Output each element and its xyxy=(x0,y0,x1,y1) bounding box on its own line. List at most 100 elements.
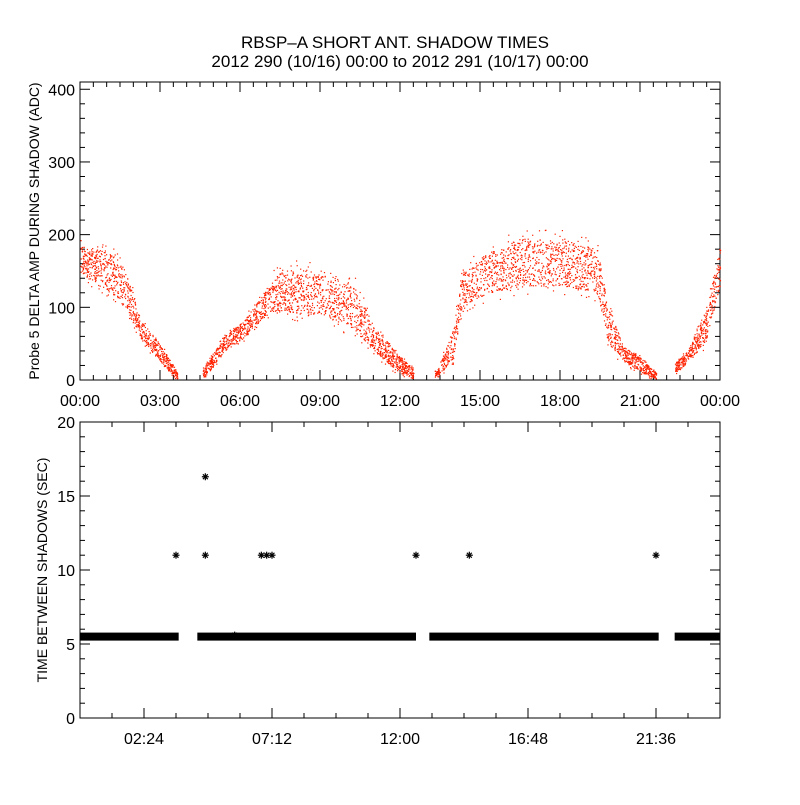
data-point xyxy=(141,328,143,331)
data-point xyxy=(209,362,211,365)
data-point xyxy=(582,273,584,276)
data-point xyxy=(265,311,267,313)
data-point xyxy=(129,287,131,289)
data-point xyxy=(472,296,475,298)
data-point xyxy=(387,342,389,344)
data-point xyxy=(334,316,336,318)
data-point xyxy=(496,273,498,276)
data-point xyxy=(233,331,235,333)
data-point xyxy=(134,313,136,315)
data-point xyxy=(568,249,570,251)
data-point xyxy=(286,309,288,311)
data-point xyxy=(335,276,337,278)
data-point xyxy=(597,250,599,252)
data-point xyxy=(276,289,279,291)
data-point xyxy=(511,267,513,269)
data-point xyxy=(601,277,603,279)
data-point xyxy=(128,303,130,306)
data-point xyxy=(542,267,544,269)
data-point xyxy=(457,320,459,322)
data-point xyxy=(451,337,453,339)
data-point xyxy=(246,330,248,332)
data-point xyxy=(443,355,445,357)
data-point xyxy=(251,321,253,323)
data-point xyxy=(412,374,414,376)
data-point xyxy=(683,355,685,357)
data-point xyxy=(447,345,449,347)
data-point xyxy=(552,280,554,282)
data-point xyxy=(148,338,150,340)
data-point xyxy=(329,285,331,287)
data-point xyxy=(565,274,567,276)
data-point xyxy=(412,368,414,370)
data-point xyxy=(90,272,92,274)
x-tick-label: 00:00 xyxy=(60,393,100,410)
data-point xyxy=(476,280,478,282)
data-point xyxy=(595,276,597,278)
data-point xyxy=(507,264,509,266)
data-point xyxy=(709,325,711,327)
data-point xyxy=(228,345,230,347)
data-point xyxy=(262,299,264,301)
data-point xyxy=(108,281,110,283)
data-point xyxy=(594,271,596,273)
data-point xyxy=(394,352,396,354)
data-point xyxy=(629,357,631,359)
data-point xyxy=(133,320,135,322)
data-point xyxy=(635,353,637,355)
data-point xyxy=(286,307,288,309)
data-point xyxy=(204,367,206,369)
data-point xyxy=(263,304,265,306)
data-point xyxy=(585,284,587,286)
data-point xyxy=(712,283,714,285)
data-point xyxy=(491,281,494,283)
data-point xyxy=(145,342,147,344)
data-point xyxy=(562,258,564,260)
data-point xyxy=(110,256,112,258)
data-point xyxy=(475,293,477,296)
data-point xyxy=(300,309,302,312)
data-point xyxy=(601,293,603,295)
x-tick-label: 16:48 xyxy=(508,731,548,748)
data-point xyxy=(438,372,440,374)
outlier-point xyxy=(268,551,276,559)
data-point xyxy=(256,326,258,329)
data-point xyxy=(634,362,636,364)
data-point xyxy=(386,351,388,353)
data-point xyxy=(573,266,575,268)
data-point xyxy=(113,248,115,250)
data-point xyxy=(477,264,479,266)
data-point xyxy=(540,244,542,246)
data-point xyxy=(644,372,646,374)
data-point xyxy=(148,344,150,346)
data-point xyxy=(130,309,132,311)
data-point xyxy=(363,307,365,309)
data-point xyxy=(507,282,509,284)
data-point xyxy=(716,286,718,288)
data-point xyxy=(487,275,489,278)
data-point xyxy=(268,298,270,301)
data-point xyxy=(569,283,572,285)
data-point xyxy=(599,301,601,303)
data-point xyxy=(521,249,523,251)
data-point xyxy=(488,291,490,293)
data-point xyxy=(257,302,259,304)
data-point xyxy=(706,323,708,325)
data-point xyxy=(318,302,320,304)
data-point xyxy=(243,337,245,339)
data-point xyxy=(692,356,694,358)
data-point xyxy=(694,347,696,349)
data-point xyxy=(123,289,125,291)
data-point xyxy=(473,291,475,293)
data-point xyxy=(616,329,618,331)
data-point xyxy=(112,271,114,273)
data-point xyxy=(552,284,554,286)
data-point xyxy=(326,303,329,305)
data-point xyxy=(519,270,521,272)
data-point xyxy=(299,279,301,281)
data-point xyxy=(272,302,274,304)
data-point xyxy=(279,310,281,312)
data-point xyxy=(312,278,315,280)
data-point xyxy=(609,313,611,316)
data-point xyxy=(159,347,161,349)
